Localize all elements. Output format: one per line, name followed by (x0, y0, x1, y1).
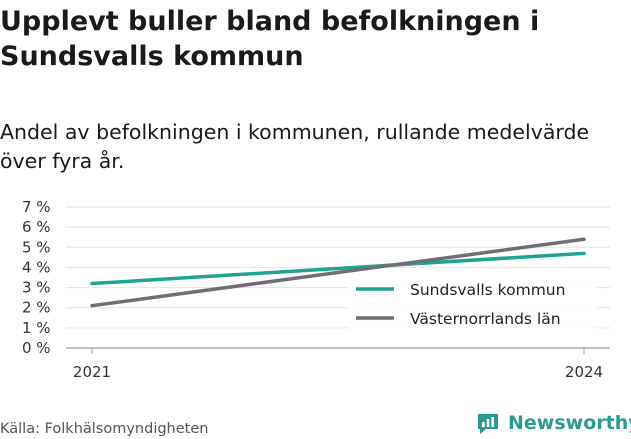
legend-label: Sundsvalls kommun (410, 281, 565, 299)
chart-subtitle: Andel av befolkningen i kommunen, rullan… (0, 120, 590, 173)
chart-title: Upplevt buller bland befolkningen i Sund… (0, 6, 540, 72)
y-tick-label: 4 % (22, 258, 51, 276)
series-line (90, 237, 586, 308)
y-tick-label: 2 % (22, 299, 51, 317)
source-note: Källa: Folkhälsomyndigheten (0, 421, 209, 437)
brand-logo: Newsworthy (476, 408, 631, 438)
y-tick-label: 5 % (22, 238, 51, 256)
x-tick-label: 2021 (73, 363, 111, 381)
series-lines (90, 237, 586, 308)
y-tick-label: 7 % (22, 198, 51, 216)
x-tick-label: 2024 (565, 363, 603, 381)
x-axis: 2021 2024 (73, 348, 603, 381)
series-line (90, 251, 586, 286)
y-tick-label: 1 % (22, 319, 51, 337)
legend-background (348, 277, 598, 337)
legend-label: Västernorrlands län (410, 310, 561, 328)
y-tick-label: 3 % (22, 279, 51, 297)
legend: Sundsvalls kommun Västernorrlands län (348, 277, 598, 337)
y-tick-label: 6 % (22, 218, 51, 236)
newsworthy-logo-icon (478, 414, 498, 434)
brand-name: Newsworthy (508, 412, 631, 434)
line-chart: 0 % 1 % 2 % 3 % 4 % 5 % 6 % 7 % 2021 2024 Sundsv… (22, 198, 610, 381)
y-tick-label: 0 % (22, 339, 51, 357)
y-axis-labels: 0 % 1 % 2 % 3 % 4 % 5 % 6 % 7 % (22, 198, 51, 357)
